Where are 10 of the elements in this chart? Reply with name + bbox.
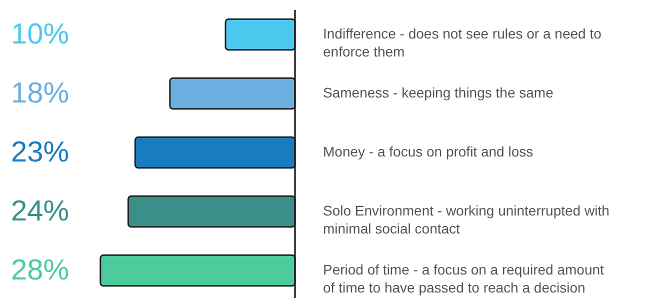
y-tick-label: Indifference - does not see rules or a need to enforce them — [323, 26, 602, 60]
data-label: 23% — [10, 136, 70, 168]
y-tick-label: Sameness - keeping things the same — [323, 84, 554, 100]
y-tick-label: Solo Environment - working uninterrupted with minimal social contact — [323, 202, 610, 236]
data-label: 24% — [10, 196, 70, 228]
y-tick-label: Money - a focus on profit and loss — [323, 144, 534, 160]
data-label: 28% — [10, 254, 70, 286]
data-label: 18% — [10, 78, 70, 110]
y-tick-label: Period of time - a focus on a required amount of time to have passed to reach a decision — [323, 262, 604, 296]
data-label: 10% — [10, 18, 70, 50]
